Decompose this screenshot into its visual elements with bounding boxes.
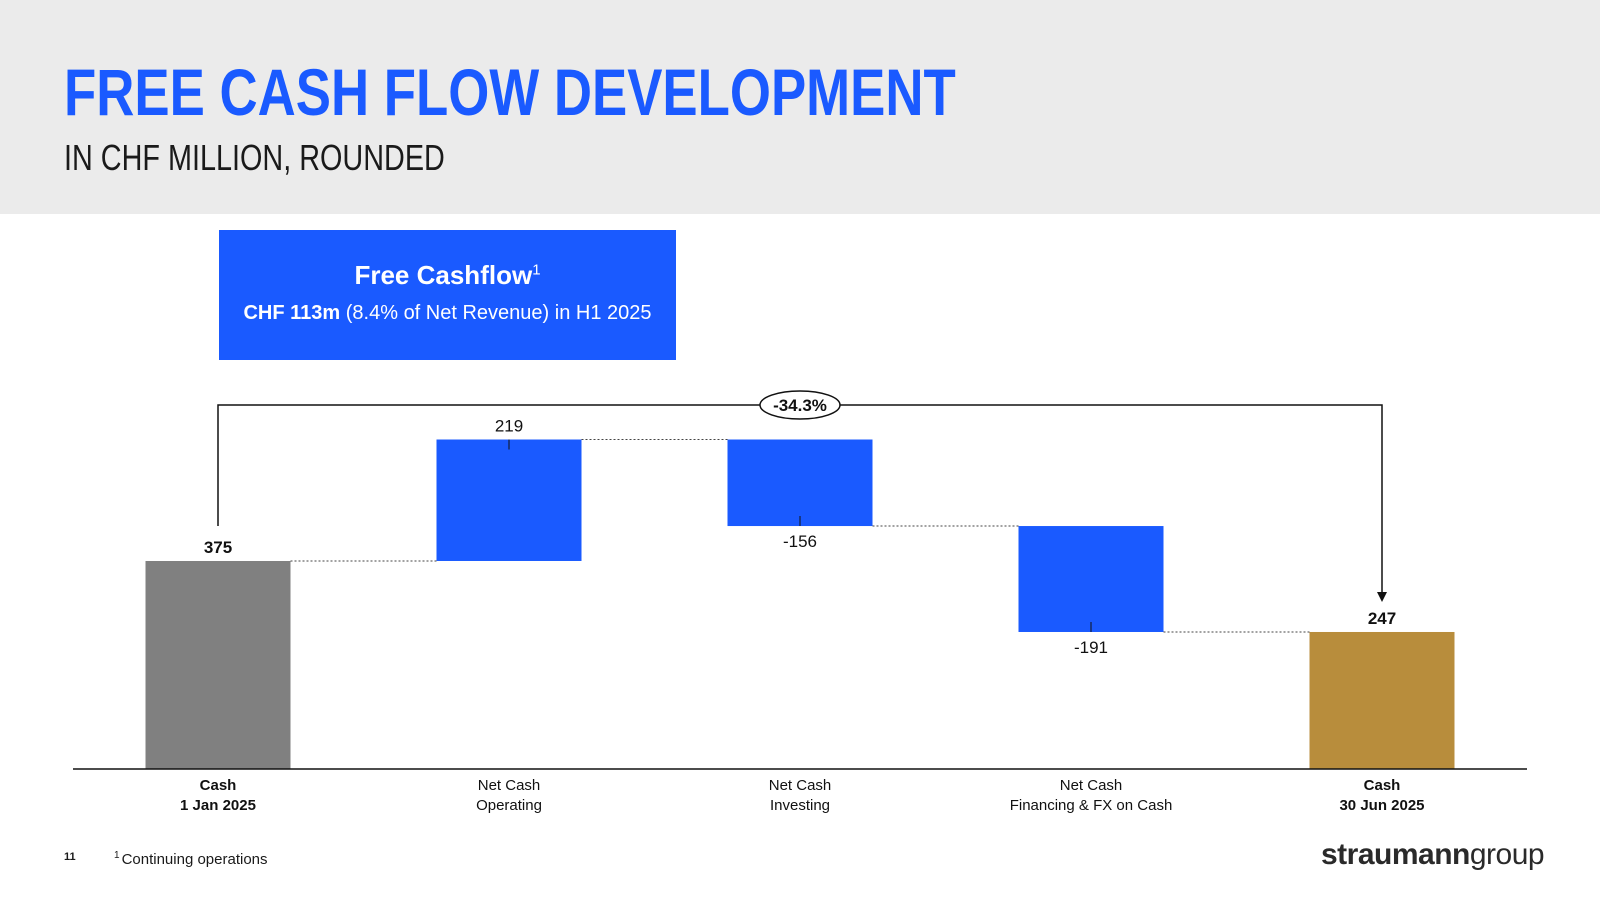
category-label: Financing & FX on Cash [1010,797,1173,814]
callout-title-text: Free Cashflow [354,260,533,290]
change-arrowhead [1377,591,1387,602]
bar-1 [145,560,291,769]
page-subtitle: IN CHF MILLION, ROUNDED [64,137,445,178]
page-title: FREE CASH FLOW DEVELOPMENT [64,55,956,129]
footnote-text: Continuing operations [121,851,268,868]
value-label: -191 [1074,638,1108,657]
callout-title-footnote-mark: 1 [532,261,541,279]
category-label: 1 Jan 2025 [180,797,256,814]
callout-value-rest: (8.4% of Net Revenue) in H1 2025 [340,302,652,324]
company-logo: straumanngroup [1321,838,1545,872]
change-oval [759,390,841,420]
category-label: Cash [200,777,237,794]
bar-4 [1018,526,1164,632]
change-label: -34.3% [773,396,827,415]
value-label: 247 [1368,609,1396,628]
callout-title: Free Cashflow1 [219,260,676,291]
callout-value-bold: CHF 113m [243,302,341,324]
logo-word-bold: straumann [1321,838,1470,871]
category-label: Operating [476,797,542,814]
category-label: 30 Jun 2025 [1339,797,1424,814]
category-label: Investing [770,797,830,814]
free-cashflow-callout: Free Cashflow1 CHF 113m (8.4% of Net Rev… [219,230,676,360]
category-label: Cash [1364,777,1401,794]
bar-2 [436,439,582,561]
footnote-mark: 1 [114,850,120,861]
category-label: Net Cash [769,777,832,794]
category-label: Net Cash [1060,777,1123,794]
value-label: 375 [204,538,232,557]
header-band: FREE CASH FLOW DEVELOPMENT IN CHF MILLIO… [0,0,1600,214]
logo-word-light: group [1469,838,1545,871]
category-label: Net Cash [478,777,541,794]
callout-value-line: CHF 113m (8.4% of Net Revenue) in H1 202… [219,302,676,325]
value-label: 219 [495,417,523,436]
footnote: 1 Continuing operations [114,850,268,869]
page-number: 11 [64,851,76,863]
bar-3 [727,439,873,527]
bar-5 [1309,631,1455,769]
value-label: -156 [783,532,817,551]
